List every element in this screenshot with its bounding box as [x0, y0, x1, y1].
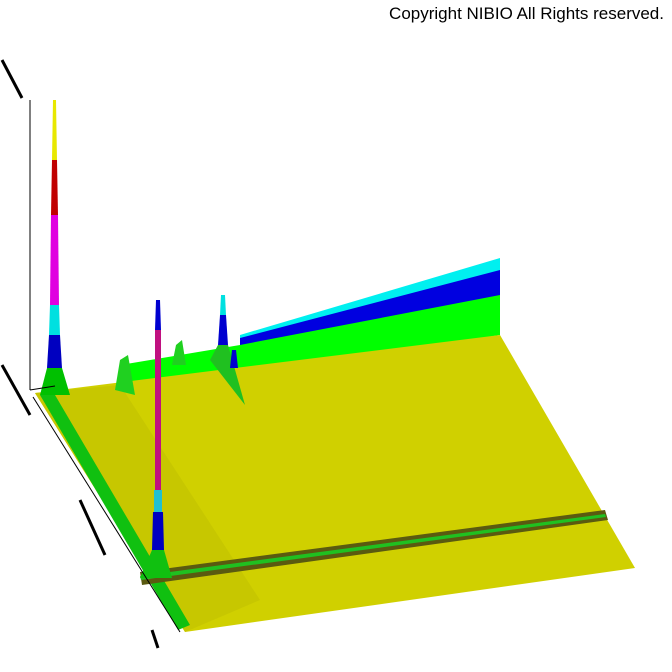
peak3-blue: [218, 315, 228, 345]
peak-yellow: [52, 100, 57, 160]
peak5-green: [172, 340, 186, 365]
peak-green: [40, 368, 70, 395]
peak2-green-base: [140, 550, 172, 578]
axis-label-mark-4: [150, 629, 160, 649]
peak2-magenta: [155, 330, 161, 490]
surface-level-green: [120, 295, 500, 395]
peak2-blue: [155, 300, 161, 330]
peak-magenta: [50, 215, 59, 305]
axis-label-mark-1: [0, 59, 24, 99]
copyright-text: Copyright NIBIO All Rights reserved.: [389, 4, 664, 23]
surface-ridge-front-green: [140, 514, 606, 580]
x-axis: [32, 396, 181, 633]
peak-cyan: [49, 305, 60, 335]
axis-label-mark-3: [78, 499, 107, 556]
peak-blue: [47, 335, 62, 368]
axis-label-mark-2: [0, 364, 32, 416]
surface-level-blue: [240, 270, 500, 352]
peak4-green: [115, 355, 135, 395]
peak2-cyan: [154, 490, 162, 512]
peak3-cyan: [220, 295, 226, 315]
peak-red: [51, 160, 58, 215]
peak3-green: [210, 345, 245, 405]
axis-base: [29, 385, 56, 391]
peak2-blue-base: [152, 512, 164, 550]
peak6-blue: [230, 350, 238, 368]
